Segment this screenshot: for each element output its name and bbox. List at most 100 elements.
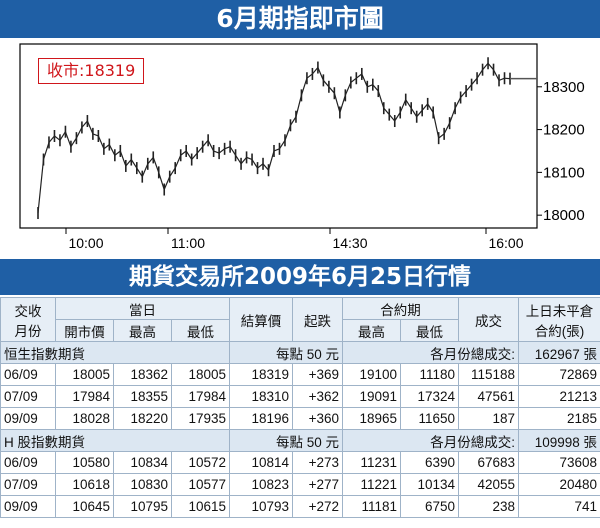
intraday-chart: 10:00 11:00 14:30 16:00 18000 18100 18200 18300… (0, 38, 600, 259)
table-cell: 73608 (518, 451, 600, 474)
section-unit: 每點 50 元 (229, 341, 344, 364)
x-tick-label: 11:00 (171, 235, 205, 251)
col-contract-period: 合約期 (342, 297, 460, 320)
table-cell: 06/09 (0, 451, 56, 474)
table-cell: 19100 (342, 363, 402, 386)
table-cell: 11221 (342, 473, 402, 496)
table-cell: 10134 (400, 473, 460, 496)
table-cell: 06/09 (0, 363, 56, 386)
table-cell: 19091 (342, 385, 402, 408)
col-high: 最高 (113, 319, 172, 342)
table-cell: 10572 (170, 451, 231, 474)
table-cell: 187 (458, 407, 520, 430)
col-period-low: 最低 (400, 319, 460, 342)
col-settlement: 結算價 (229, 297, 294, 342)
table-cell: 10834 (113, 451, 172, 474)
table-cell: +362 (292, 385, 344, 408)
section-total: 109998 張 (518, 429, 600, 452)
table-cell: 18355 (113, 385, 172, 408)
futures-quote-table: 交收 月份 當日 結算價 起跌 合約期 成交 上日未平倉 合約(張) 開市價 最… (0, 297, 600, 518)
table-cell: 07/09 (0, 385, 56, 408)
table-cell: 18028 (55, 407, 114, 430)
table-cell: 10814 (229, 451, 294, 474)
table-cell: 238 (458, 495, 520, 518)
table-cell: 18362 (113, 363, 172, 386)
section-total-label: 各月份總成交: (342, 341, 520, 364)
table-row: 09/09 18028 18220 17935 18196 +360 18965 11650 1… (0, 407, 600, 430)
table-cell: +360 (292, 407, 344, 430)
table-cell: 10793 (229, 495, 294, 518)
table-cell: 18196 (229, 407, 294, 430)
col-open: 開市價 (55, 319, 114, 342)
y-tick-label: 18300 (543, 79, 585, 96)
y-tick-label: 18100 (543, 164, 585, 181)
col-delivery-month: 交收 月份 (0, 297, 56, 342)
col-change: 起跌 (292, 297, 344, 342)
col-period-high: 最高 (342, 319, 402, 342)
table-cell: 10645 (55, 495, 114, 518)
chart-title: 6月期指即市圖 (0, 0, 600, 38)
table-cell: 18005 (55, 363, 114, 386)
table-cell: 10795 (113, 495, 172, 518)
table-cell: 18310 (229, 385, 294, 408)
price-line (37, 62, 511, 214)
table-cell: 11231 (342, 451, 402, 474)
table-cell: 17935 (170, 407, 231, 430)
table-cell: 11650 (400, 407, 460, 430)
section-label: 恒生指數期貨 (0, 341, 231, 364)
section-label: H 股指數期貨 (0, 429, 231, 452)
table-cell: 18220 (113, 407, 172, 430)
col-low: 最低 (170, 319, 231, 342)
y-tick-label: 18200 (543, 122, 585, 139)
col-open-interest-label: 上日未平倉 合約(張) (525, 303, 594, 339)
table-row: 06/09 10580 10834 10572 10814 +273 11231 6390 67… (0, 451, 600, 474)
col-delivery-month-label: 交收 月份 (14, 303, 42, 339)
table-cell: 18319 (229, 363, 294, 386)
table-cell: 11180 (400, 363, 460, 386)
table-row: 09/09 10645 10795 10615 10793 +272 11181 6750 23… (0, 495, 600, 518)
table-row: 07/09 10618 10830 10577 10823 +277 11221 10134 4… (0, 473, 600, 496)
table-cell: 17984 (170, 385, 231, 408)
table-cell: 6750 (400, 495, 460, 518)
table-cell: 741 (518, 495, 600, 518)
table-cell: 6390 (400, 451, 460, 474)
table-cell: 115188 (458, 363, 520, 386)
x-tick-label: 14:30 (332, 235, 367, 251)
table-cell: +277 (292, 473, 344, 496)
table-title: 期貨交易所2009年6月25日行情 (0, 259, 600, 295)
col-today: 當日 (54, 297, 231, 320)
table-cell: 10577 (170, 473, 231, 496)
table-cell: 10823 (229, 473, 294, 496)
table-cell: 20480 (518, 473, 600, 496)
y-tick-label: 18000 (543, 207, 585, 224)
table-cell: 21213 (518, 385, 600, 408)
section-total-label: 各月份總成交: (342, 429, 520, 452)
section-unit: 每點 50 元 (229, 429, 344, 452)
table-cell: 17984 (55, 385, 114, 408)
table-cell: 47561 (458, 385, 520, 408)
table-row: 07/09 17984 18355 17984 18310 +362 19091 17324 4… (0, 385, 600, 408)
table-cell: 07/09 (0, 473, 56, 496)
table-cell: 18965 (342, 407, 402, 430)
table-cell: 11181 (342, 495, 402, 518)
table-cell: 10580 (55, 451, 114, 474)
table-cell: 2185 (518, 407, 600, 430)
table-body: 恒生指數期貨 每點 50 元各月份總成交: 162967 張 06/09 18005 18… (0, 341, 600, 518)
table-cell: +273 (292, 451, 344, 474)
section-header-row: 恒生指數期貨 每點 50 元各月份總成交: 162967 張 (0, 341, 600, 364)
section-header-row: H 股指數期貨 每點 50 元各月份總成交: 109998 張 (0, 429, 600, 452)
table-cell: 10830 (113, 473, 172, 496)
close-price-label: 收市:18319 (38, 58, 145, 84)
table-cell: 72869 (518, 363, 600, 386)
table-cell: +369 (292, 363, 344, 386)
col-open-interest: 上日未平倉 合約(張) (518, 297, 600, 342)
table-row: 06/09 18005 18362 18005 18319 +369 19100 11180 1… (0, 363, 600, 386)
x-tick-label: 16:00 (488, 235, 523, 251)
table-cell: 09/09 (0, 495, 56, 518)
table-cell: 10618 (55, 473, 114, 496)
x-tick-label: 10:00 (68, 235, 103, 251)
table-cell: 42055 (458, 473, 520, 496)
section-total: 162967 張 (518, 341, 600, 364)
table-cell: 10615 (170, 495, 231, 518)
